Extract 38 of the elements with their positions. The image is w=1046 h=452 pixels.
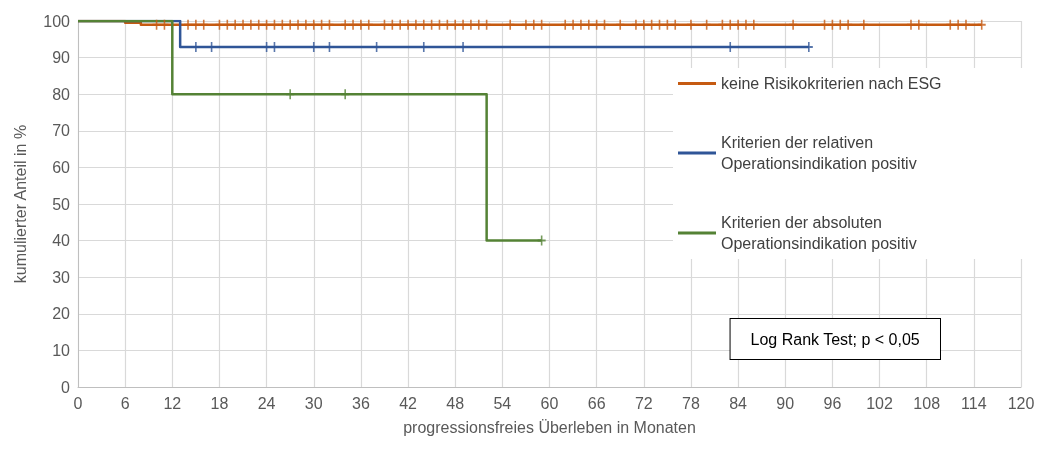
y-tick-label: 60	[52, 158, 71, 176]
y-tick-label: 0	[61, 378, 71, 396]
y-tick-label: 50	[52, 195, 71, 213]
y-tick-label: 40	[52, 232, 71, 250]
x-tick-label: 78	[682, 394, 700, 412]
x-tick-label: 72	[634, 394, 653, 412]
x-tick-label: 6	[120, 394, 130, 412]
x-tick-label: 42	[399, 394, 418, 412]
x-tick-label: 114	[961, 394, 987, 412]
x-tick-label: 24	[257, 394, 276, 412]
y-tick-label: 30	[52, 268, 71, 286]
x-tick-label: 54	[493, 394, 512, 412]
x-tick-label: 90	[776, 394, 795, 412]
y-tick-label: 90	[52, 49, 71, 67]
x-tick-label: 84	[729, 394, 748, 412]
legend-label: Kriterien der absoluten Operationsindikation positiv	[721, 214, 917, 252]
legend-label: keine Risikokriterien nach ESG	[721, 75, 942, 92]
x-tick-label: 66	[587, 394, 606, 412]
y-tick-label: 80	[52, 85, 71, 103]
x-tick-label: 0	[73, 394, 83, 412]
x-tick-label: 12	[163, 394, 182, 412]
y-tick-label: 70	[52, 122, 71, 140]
x-tick-label: 48	[446, 394, 465, 412]
x-tick-label: 18	[210, 394, 229, 412]
x-tick-label: 36	[352, 394, 370, 412]
annotation: Log Rank Test; p < 0,05	[750, 330, 920, 348]
x-tick-label: 30	[304, 394, 323, 412]
y-axis-title: kumulierter Anteil in %	[11, 124, 29, 284]
y-tick-label: 100	[43, 12, 71, 30]
y-tick-label: 20	[52, 305, 71, 323]
x-tick-label: 120	[1007, 394, 1035, 412]
x-tick-label: 102	[866, 394, 893, 412]
x-tick-label: 60	[540, 394, 559, 412]
x-tick-label: 108	[913, 394, 941, 412]
y-tick-label: 10	[52, 341, 71, 359]
legend-label: Kriterien der relativen Operationsindikation positiv	[721, 134, 917, 172]
x-axis-title: progressionsfreies Überleben in Monaten	[403, 418, 696, 436]
x-tick-label: 96	[823, 394, 842, 412]
